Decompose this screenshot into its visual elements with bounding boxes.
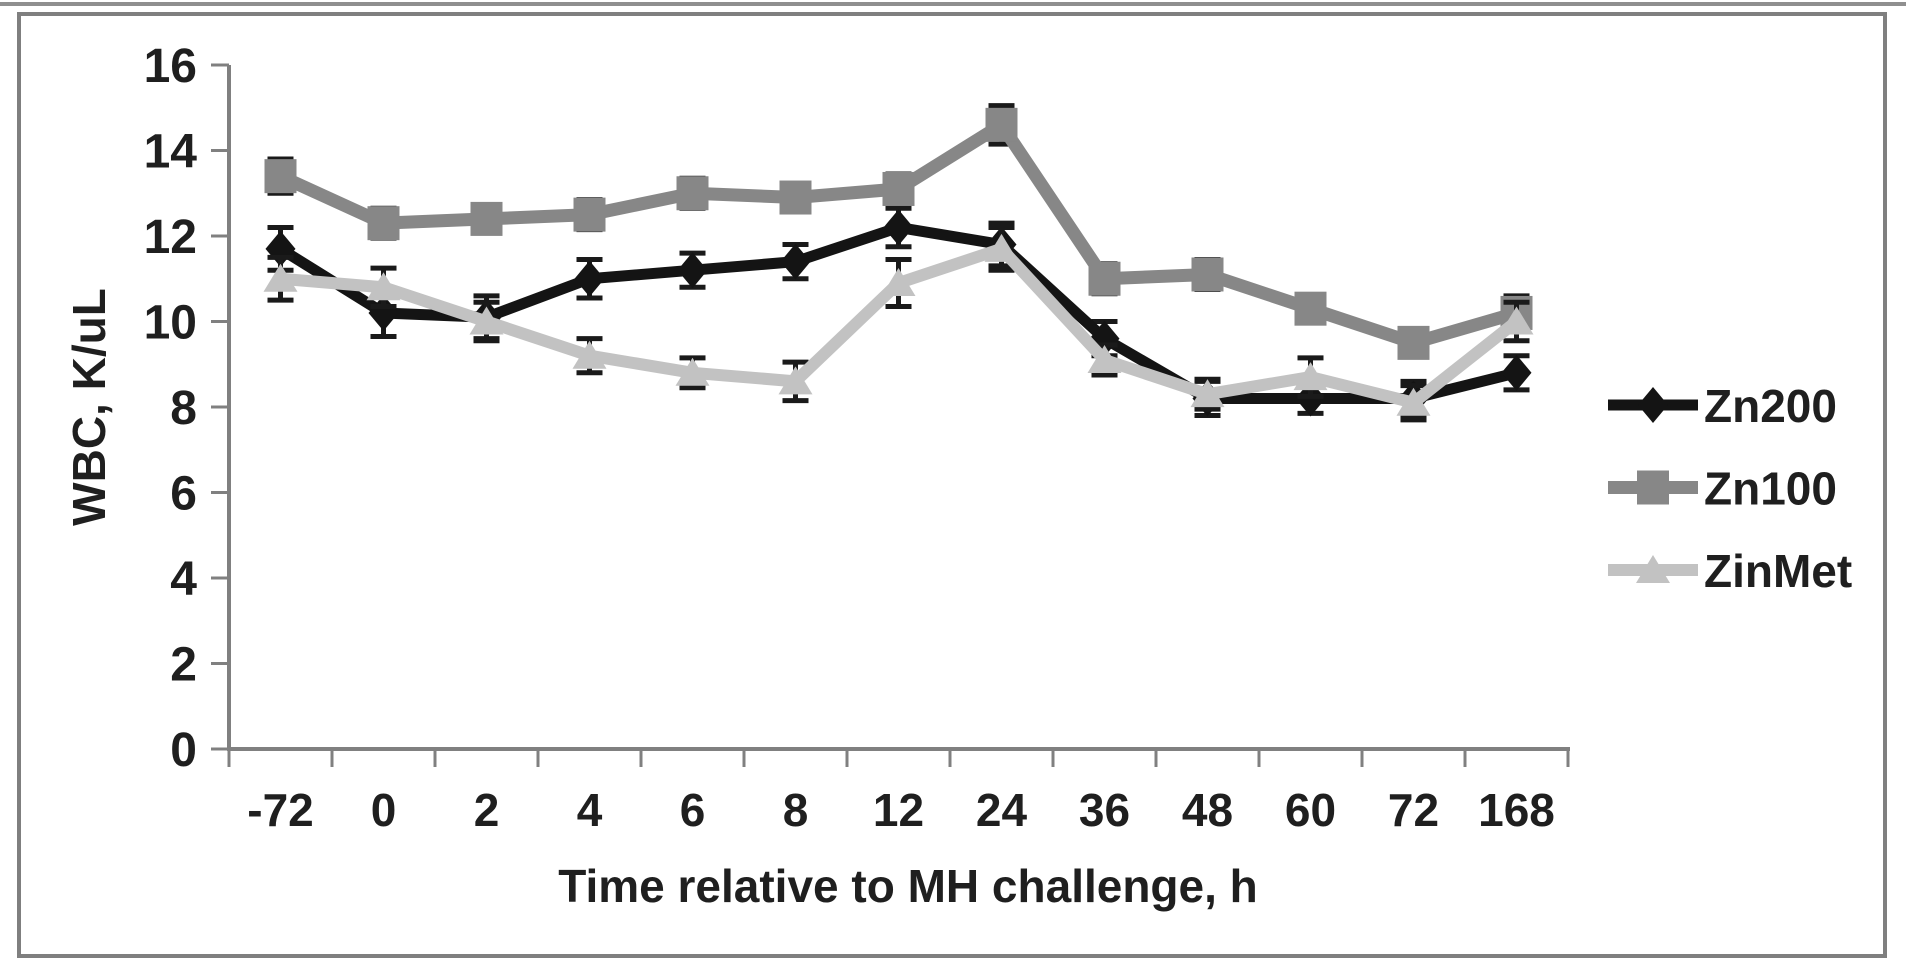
x-category-label: 0 (371, 784, 397, 836)
y-tick-label: 0 (170, 724, 197, 777)
figure-border (17, 12, 1887, 958)
y-tick-label: 12 (144, 211, 197, 264)
x-category-label: 168 (1478, 784, 1555, 836)
marker-zinmet (1087, 344, 1122, 373)
marker-zn100 (264, 159, 297, 194)
legend-label: Zn100 (1704, 463, 1837, 515)
x-category-label: 8 (783, 784, 809, 836)
series-zinmet (263, 224, 1534, 423)
marker-zinmet (1499, 306, 1534, 335)
marker-zinmet (1190, 379, 1225, 408)
marker-zinmet (366, 272, 401, 301)
marker-zn100 (573, 197, 606, 232)
x-category-label: 60 (1285, 784, 1336, 836)
marker-zn200 (574, 260, 605, 297)
marker-zn100 (985, 107, 1018, 142)
y-tick-label: 14 (144, 126, 198, 179)
x-category-label: 72 (1388, 784, 1439, 836)
x-category-label: 6 (680, 784, 706, 836)
x-axis-title: Time relative to MH challenge, h (558, 860, 1258, 912)
marker-zn200 (368, 294, 399, 331)
legend-item-zn100: Zn100 (1608, 463, 1837, 515)
marker-zinmet (778, 366, 813, 395)
top-edge-line (0, 2, 1906, 6)
legend-marker-square-icon (1637, 470, 1669, 505)
x-category-label: 2 (474, 784, 500, 836)
marker-zn100 (676, 176, 709, 211)
y-axis-title: WBC, K/uL (63, 288, 115, 526)
x-category-label: 48 (1182, 784, 1233, 836)
marker-zn100 (1294, 291, 1327, 326)
legend-marker-diamond-icon (1638, 387, 1668, 423)
marker-zinmet (263, 263, 298, 292)
x-category-label: 12 (873, 784, 924, 836)
marker-zn100 (1088, 261, 1121, 296)
legend-label: Zn200 (1704, 380, 1837, 432)
marker-zn100 (1397, 325, 1430, 360)
x-category-label: -72 (247, 784, 313, 836)
marker-zinmet (675, 357, 710, 386)
legend-item-zinmet: ZinMet (1608, 545, 1852, 597)
x-category-label: 24 (976, 784, 1028, 836)
x-category-label: 36 (1079, 784, 1130, 836)
marker-zinmet (984, 233, 1019, 262)
marker-zn200 (1501, 354, 1532, 391)
series-zn100 (264, 103, 1533, 360)
marker-zn100 (779, 180, 812, 215)
legend-item-zn200: Zn200 (1608, 380, 1837, 432)
y-tick-label: 16 (144, 40, 197, 93)
marker-zn200 (677, 252, 708, 289)
marker-zn200 (265, 230, 296, 267)
y-tick-label: 10 (144, 297, 197, 350)
y-tick-label: 4 (170, 553, 197, 606)
marker-zinmet (1396, 387, 1431, 416)
y-tick-label: 8 (170, 382, 197, 435)
marker-zn100 (1191, 257, 1224, 292)
marker-zn100 (882, 171, 915, 206)
marker-zn100 (470, 201, 503, 236)
legend-marker-triangle-icon (1636, 555, 1670, 583)
marker-zn200 (780, 243, 811, 280)
marker-zinmet (469, 306, 504, 335)
marker-zinmet (572, 340, 607, 369)
marker-zinmet (1293, 362, 1328, 391)
y-tick-label: 2 (170, 639, 197, 692)
marker-zn100 (367, 206, 400, 241)
y-tick-label: 6 (170, 468, 197, 521)
marker-zinmet (881, 268, 916, 297)
marker-zn200 (883, 209, 914, 246)
x-category-label: 4 (577, 784, 603, 836)
legend-label: ZinMet (1704, 545, 1852, 597)
